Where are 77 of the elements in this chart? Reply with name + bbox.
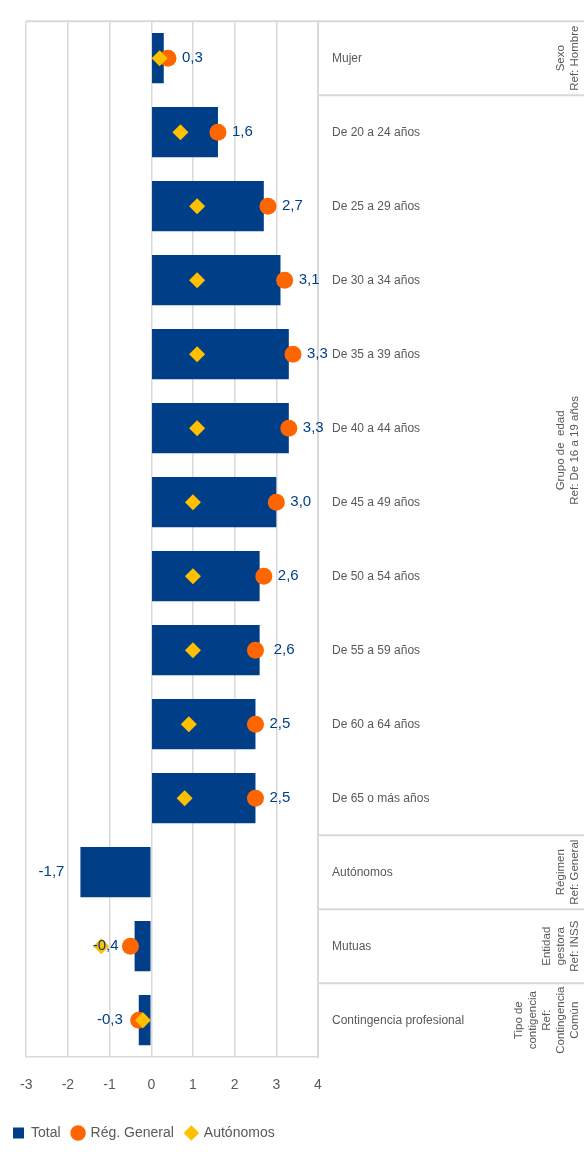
bar bbox=[152, 255, 281, 306]
y-tick-label: Mujer bbox=[332, 50, 363, 65]
y-tick-label: De 25 a 29 años bbox=[332, 198, 421, 213]
point bbox=[284, 345, 302, 363]
x-tick-label: 4 bbox=[314, 1076, 323, 1093]
legend-label: Total bbox=[31, 1123, 61, 1140]
x-tick-label: 1 bbox=[189, 1076, 198, 1093]
point bbox=[246, 641, 264, 659]
bar bbox=[134, 921, 151, 972]
text: Grupo de edad Ref: De 16 a 19 años bbox=[554, 395, 581, 505]
text: Entidad gestora Ref: INSS bbox=[540, 920, 581, 972]
point bbox=[151, 50, 168, 67]
y-tick-label: Contingencia profesional bbox=[332, 1012, 465, 1027]
bar bbox=[152, 329, 289, 380]
x-tick-label: -1 bbox=[103, 1076, 117, 1093]
y-tick-label: De 20 a 24 años bbox=[332, 124, 421, 139]
y-tick-label: De 35 a 39 años bbox=[332, 346, 421, 361]
y-tick-label: De 65 o más años bbox=[332, 790, 430, 805]
data-label: -0,3 bbox=[96, 1010, 123, 1028]
point bbox=[246, 715, 264, 733]
point bbox=[184, 642, 201, 659]
data-label: 2,7 bbox=[281, 196, 303, 214]
legend-label: Rég. General bbox=[90, 1123, 174, 1140]
point bbox=[189, 420, 206, 437]
data-label: 2,6 bbox=[273, 640, 295, 658]
point bbox=[267, 493, 285, 511]
data-label: 3,1 bbox=[298, 270, 320, 288]
text: Sexo Ref: Hombre bbox=[554, 25, 581, 91]
point bbox=[184, 494, 201, 511]
bar bbox=[152, 181, 264, 232]
data-label: 1,6 bbox=[231, 122, 253, 140]
x-tick-label: -3 bbox=[20, 1076, 33, 1093]
point bbox=[280, 419, 298, 437]
y-tick-label: Mutuas bbox=[332, 938, 372, 953]
data-label: 2,5 bbox=[269, 714, 291, 732]
point bbox=[276, 271, 294, 289]
point bbox=[255, 567, 273, 585]
data-label: 2,6 bbox=[277, 566, 299, 584]
x-tick-label: 0 bbox=[147, 1076, 156, 1093]
bar bbox=[152, 551, 260, 602]
point bbox=[259, 197, 277, 215]
y-tick-label: De 30 a 34 años bbox=[332, 272, 421, 287]
point bbox=[246, 789, 264, 807]
point bbox=[189, 198, 206, 215]
bar bbox=[152, 699, 256, 750]
point bbox=[121, 937, 139, 955]
point bbox=[176, 790, 193, 807]
point bbox=[209, 123, 227, 141]
x-tick-label: 2 bbox=[230, 1076, 239, 1093]
data-label: 2,5 bbox=[269, 788, 291, 806]
y-tick-label: De 40 a 44 años bbox=[332, 420, 421, 435]
x-tick-label: -2 bbox=[61, 1076, 75, 1093]
data-label: 0,3 bbox=[181, 48, 203, 66]
y-tick-label: De 55 a 59 años bbox=[332, 642, 421, 657]
point bbox=[189, 346, 206, 363]
point bbox=[184, 568, 201, 585]
bar bbox=[80, 847, 151, 898]
data-label: 3,3 bbox=[306, 344, 328, 362]
data-label: -1,7 bbox=[38, 862, 65, 880]
y-tick-label: De 60 a 64 años bbox=[332, 716, 421, 731]
point bbox=[189, 272, 206, 289]
bar bbox=[152, 477, 277, 528]
bar bbox=[152, 403, 289, 454]
legend-label: Autónomos bbox=[203, 1123, 275, 1140]
text: Tipo de contigencia Ref: Contingencia Común bbox=[512, 986, 581, 1054]
bar bbox=[152, 107, 218, 158]
y-tick-label: De 45 a 49 años bbox=[332, 494, 421, 509]
point bbox=[134, 1012, 151, 1029]
bar bbox=[152, 773, 256, 824]
x-tick-label: 3 bbox=[272, 1076, 281, 1093]
data-label: 3,0 bbox=[290, 492, 312, 510]
y-tick-label: Autónomos bbox=[332, 864, 393, 879]
y-tick-label: De 50 a 54 años bbox=[332, 568, 421, 583]
data-label: 3,3 bbox=[302, 418, 324, 436]
bar bbox=[152, 625, 260, 676]
text: Régimen Ref: General bbox=[554, 839, 581, 905]
point bbox=[180, 716, 197, 733]
